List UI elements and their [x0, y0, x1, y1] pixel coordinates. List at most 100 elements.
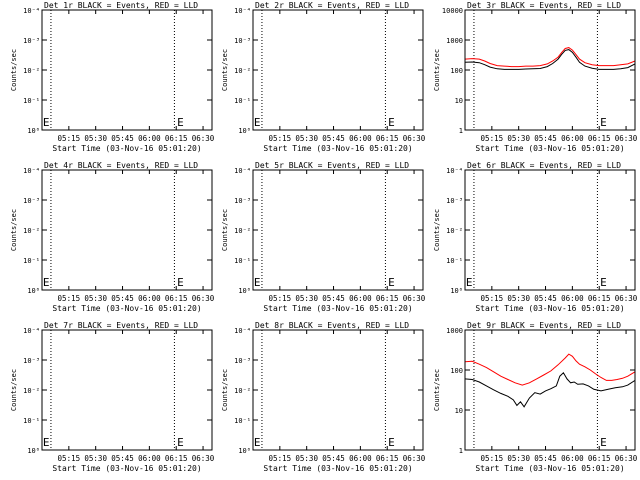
x-tick-label: 05:15 — [481, 454, 504, 463]
x-tick-label: 06:30 — [615, 454, 638, 463]
x-tick-label: 06:15 — [376, 134, 399, 143]
x-tick-label: 05:15 — [481, 134, 504, 143]
x-tick-label: 05:30 — [84, 134, 107, 143]
y-tick-label: 10⁻³ — [23, 357, 40, 365]
event-marker-label: E — [177, 436, 184, 449]
panel-title: Det 9r BLACK = Events, RED = LLD — [467, 321, 621, 330]
y-axis-label: Counts/sec — [10, 369, 18, 411]
x-tick-label: 06:00 — [561, 294, 584, 303]
x-tick-label: 06:15 — [588, 134, 611, 143]
y-tick-label: 10⁻³ — [23, 37, 40, 45]
y-tick-label: 10⁻³ — [234, 197, 251, 205]
y-tick-label: 10 — [455, 97, 463, 105]
y-tick-label: 10⁰ — [27, 447, 40, 455]
x-tick-label: 05:45 — [534, 294, 557, 303]
x-tick-label: 06:15 — [165, 294, 188, 303]
x-tick-label: 06:30 — [615, 134, 638, 143]
y-tick-label: 10⁻¹ — [234, 257, 251, 265]
x-tick-label: 05:15 — [58, 134, 81, 143]
x-tick-label: 05:15 — [481, 294, 504, 303]
y-tick-label: 10⁻³ — [23, 197, 40, 205]
x-tick-label: 05:15 — [269, 294, 292, 303]
x-tick-label: 06:30 — [192, 454, 215, 463]
panel-title: Det 1r BLACK = Events, RED = LLD — [44, 1, 198, 10]
x-tick-label: 05:45 — [322, 134, 345, 143]
x-tick-label: 05:45 — [322, 454, 345, 463]
panel-title: Det 7r BLACK = Events, RED = LLD — [44, 321, 198, 330]
x-tick-label: 06:00 — [138, 454, 161, 463]
x-tick-label: 06:15 — [588, 454, 611, 463]
x-axis-label: Start Time (03-Nov-16 05:01:20) — [475, 464, 624, 473]
x-tick-label: 05:30 — [507, 134, 530, 143]
y-tick-label: 1000 — [446, 327, 463, 335]
event-marker-label: E — [388, 116, 395, 129]
x-tick-label: 05:45 — [111, 454, 134, 463]
event-marker-label: E — [466, 276, 473, 289]
x-tick-label: 06:15 — [165, 134, 188, 143]
event-marker-label: E — [254, 116, 261, 129]
x-tick-label: 05:45 — [534, 454, 557, 463]
y-tick-label: 10⁻³ — [234, 37, 251, 45]
event-marker-label: E — [388, 276, 395, 289]
panel-title: Det 3r BLACK = Events, RED = LLD — [467, 1, 621, 10]
x-axis-label: Start Time (03-Nov-16 05:01:20) — [52, 464, 201, 473]
y-tick-label: 10⁻² — [23, 387, 40, 395]
y-tick-label: 100 — [450, 67, 463, 75]
y-tick-label: 10⁻⁴ — [234, 7, 251, 15]
y-tick-label: 1000 — [446, 37, 463, 45]
x-tick-label: 05:30 — [507, 454, 530, 463]
y-tick-label: 10⁻⁴ — [234, 167, 251, 175]
y-axis-label: Counts/sec — [433, 49, 441, 91]
y-tick-label: 10⁻² — [23, 227, 40, 235]
y-tick-label: 10⁻¹ — [23, 97, 40, 105]
y-tick-label: 10⁻³ — [446, 197, 463, 205]
y-axis-label: Counts/sec — [433, 369, 441, 411]
x-tick-label: 06:00 — [349, 454, 372, 463]
x-tick-label: 06:00 — [349, 294, 372, 303]
y-tick-label: 10⁰ — [27, 287, 40, 295]
x-tick-label: 05:30 — [295, 454, 318, 463]
x-axis-label: Start Time (03-Nov-16 05:01:20) — [475, 144, 624, 153]
plot-frame — [464, 329, 636, 451]
x-tick-label: 05:30 — [84, 294, 107, 303]
lld-rate-line — [464, 47, 636, 68]
event-marker-label: E — [254, 436, 261, 449]
event-marker-label: E — [177, 116, 184, 129]
x-tick-label: 06:30 — [192, 294, 215, 303]
event-marker-label: E — [177, 276, 184, 289]
x-tick-label: 06:15 — [165, 454, 188, 463]
y-tick-label: 10 — [455, 407, 463, 415]
events-rate-line — [464, 49, 636, 70]
x-tick-label: 06:15 — [588, 294, 611, 303]
y-tick-label: 10⁻⁴ — [234, 327, 251, 335]
panel-title: Det 2r BLACK = Events, RED = LLD — [255, 1, 409, 10]
panel-title: Det 8r BLACK = Events, RED = LLD — [255, 321, 409, 330]
x-tick-label: 06:30 — [615, 294, 638, 303]
x-axis-label: Start Time (03-Nov-16 05:01:20) — [475, 304, 624, 313]
event-marker-label: E — [388, 436, 395, 449]
event-marker-label: E — [43, 276, 50, 289]
y-tick-label: 10⁻⁴ — [23, 7, 40, 15]
x-tick-label: 06:15 — [376, 454, 399, 463]
y-tick-label: 10⁰ — [238, 447, 251, 455]
x-tick-label: 05:15 — [269, 454, 292, 463]
y-tick-label: 10⁻³ — [234, 357, 251, 365]
x-tick-label: 05:45 — [534, 134, 557, 143]
x-tick-label: 06:00 — [349, 134, 372, 143]
x-tick-label: 06:00 — [138, 294, 161, 303]
panel-title: Det 6r BLACK = Events, RED = LLD — [467, 161, 621, 170]
event-marker-label: E — [43, 436, 50, 449]
y-axis-label: Counts/sec — [221, 369, 229, 411]
y-axis-label: Counts/sec — [10, 209, 18, 251]
x-tick-label: 05:30 — [295, 134, 318, 143]
y-tick-label: 100 — [450, 367, 463, 375]
y-axis-label: Counts/sec — [221, 209, 229, 251]
x-tick-label: 06:15 — [376, 294, 399, 303]
